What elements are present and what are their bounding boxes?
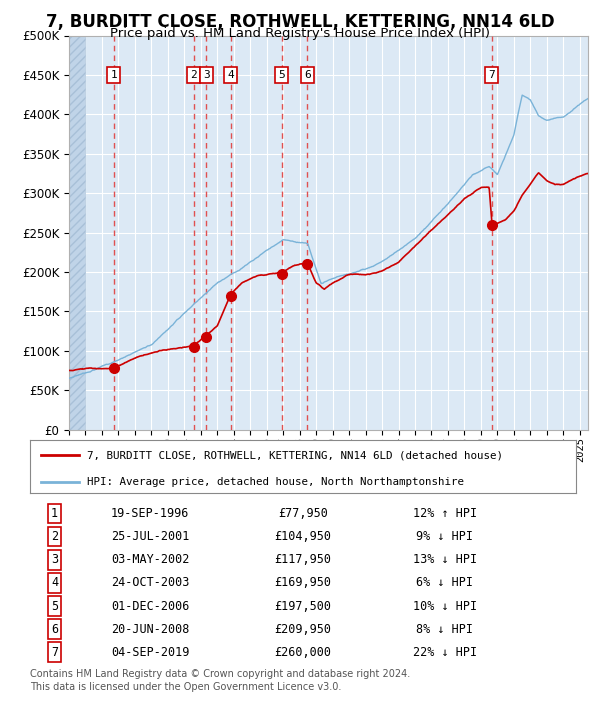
Text: 25-JUL-2001: 25-JUL-2001 [111,530,190,543]
Text: 7: 7 [488,70,496,80]
Text: 2: 2 [190,70,197,80]
Text: 6% ↓ HPI: 6% ↓ HPI [416,577,473,589]
Text: 7, BURDITT CLOSE, ROTHWELL, KETTERING, NN14 6LD: 7, BURDITT CLOSE, ROTHWELL, KETTERING, N… [46,13,554,31]
Text: 1: 1 [51,507,58,520]
Text: £169,950: £169,950 [275,577,331,589]
Text: 5: 5 [278,70,285,80]
Text: 6: 6 [304,70,311,80]
Text: 10% ↓ HPI: 10% ↓ HPI [413,599,477,613]
Text: £104,950: £104,950 [275,530,331,543]
Text: £260,000: £260,000 [275,646,331,659]
Text: 12% ↑ HPI: 12% ↑ HPI [413,507,477,520]
Text: 9% ↓ HPI: 9% ↓ HPI [416,530,473,543]
Text: 2: 2 [51,530,58,543]
Text: Contains HM Land Registry data © Crown copyright and database right 2024.: Contains HM Land Registry data © Crown c… [30,669,410,679]
Text: 8% ↓ HPI: 8% ↓ HPI [416,623,473,635]
Text: 5: 5 [51,599,58,613]
Text: 1: 1 [110,70,117,80]
Text: 3: 3 [203,70,209,80]
Text: 03-MAY-2002: 03-MAY-2002 [111,553,190,567]
Text: £209,950: £209,950 [275,623,331,635]
Text: HPI: Average price, detached house, North Northamptonshire: HPI: Average price, detached house, Nort… [88,476,464,487]
Text: 01-DEC-2006: 01-DEC-2006 [111,599,190,613]
Text: £77,950: £77,950 [278,507,328,520]
Text: 13% ↓ HPI: 13% ↓ HPI [413,553,477,567]
Text: This data is licensed under the Open Government Licence v3.0.: This data is licensed under the Open Gov… [30,682,341,692]
Text: 4: 4 [51,577,58,589]
Text: 7: 7 [51,646,58,659]
Text: 20-JUN-2008: 20-JUN-2008 [111,623,190,635]
Text: 6: 6 [51,623,58,635]
Text: £197,500: £197,500 [275,599,331,613]
Text: Price paid vs. HM Land Registry's House Price Index (HPI): Price paid vs. HM Land Registry's House … [110,27,490,40]
Text: 3: 3 [51,553,58,567]
Text: 7, BURDITT CLOSE, ROTHWELL, KETTERING, NN14 6LD (detached house): 7, BURDITT CLOSE, ROTHWELL, KETTERING, N… [88,450,503,460]
Text: 4: 4 [227,70,234,80]
Text: 04-SEP-2019: 04-SEP-2019 [111,646,190,659]
Text: £117,950: £117,950 [275,553,331,567]
Text: 22% ↓ HPI: 22% ↓ HPI [413,646,477,659]
Text: 24-OCT-2003: 24-OCT-2003 [111,577,190,589]
Text: 19-SEP-1996: 19-SEP-1996 [111,507,190,520]
